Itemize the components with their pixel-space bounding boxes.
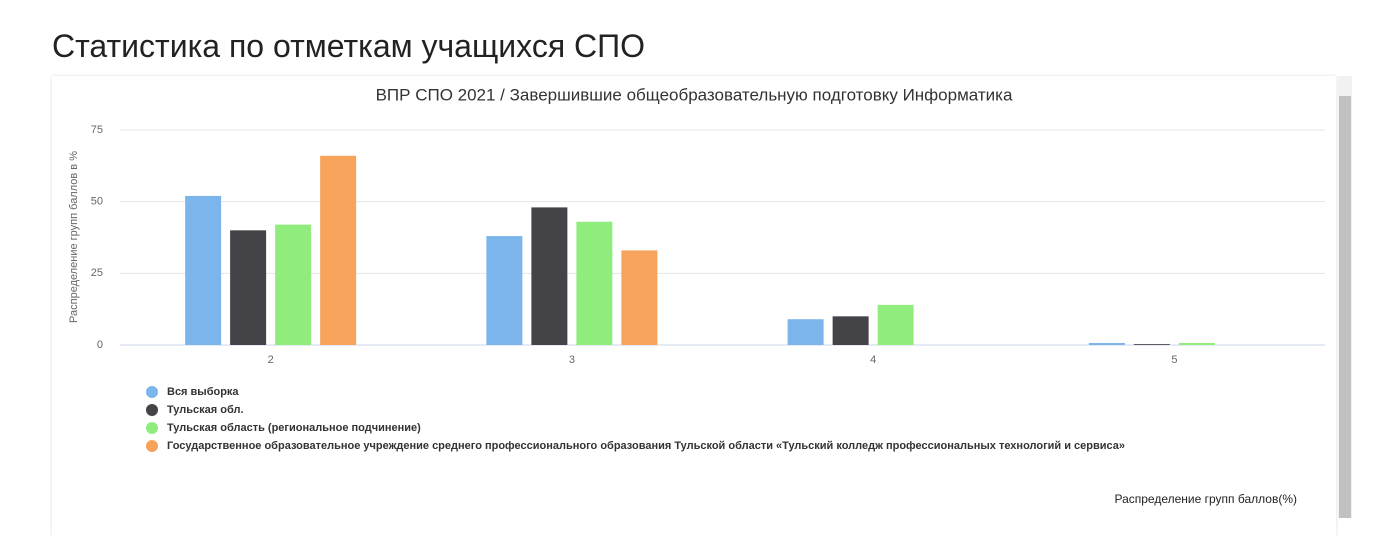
bar <box>1133 344 1170 345</box>
bar <box>832 316 869 345</box>
x-tick-label: 3 <box>569 354 575 366</box>
bar <box>275 224 312 345</box>
y-tick-label: 75 <box>91 124 103 136</box>
legend-label: Тульская обл. <box>167 404 244 416</box>
page: Статистика по отметкам учащихся СПО ВПР … <box>52 28 1352 518</box>
legend-marker <box>146 422 158 434</box>
page-heading: Статистика по отметкам учащихся СПО <box>52 28 646 64</box>
chart-title: ВПР СПО 2021 / Завершившие общеобразоват… <box>376 85 1013 104</box>
x-tick-label: 4 <box>870 354 876 366</box>
bar <box>320 155 357 345</box>
bar <box>230 230 267 345</box>
bar <box>185 195 222 345</box>
bar <box>1178 342 1215 345</box>
bar <box>787 319 824 345</box>
bar <box>486 236 523 345</box>
y-tick-label: 50 <box>91 196 103 208</box>
y-tick-label: 25 <box>91 267 103 279</box>
y-tick-label: 0 <box>97 339 103 351</box>
x-tick-label: 5 <box>1171 354 1177 366</box>
legend-marker <box>146 440 158 452</box>
bar <box>531 207 568 345</box>
y-axis-label: Распределение групп баллов в % <box>68 151 80 323</box>
legend-marker <box>146 404 158 416</box>
scrollbar-thumb[interactable] <box>1339 96 1351 518</box>
bar <box>576 221 613 345</box>
bar <box>877 304 914 345</box>
legend-label: Вся выборка <box>167 386 239 398</box>
bar <box>1088 342 1125 345</box>
x-tick-label: 2 <box>268 354 274 366</box>
chart: ВПР СПО 2021 / Завершившие общеобразоват… <box>68 85 1325 506</box>
x-axis-label: Распределение групп баллов(%) <box>1114 492 1297 506</box>
bar <box>621 250 658 345</box>
legend-marker <box>146 386 158 398</box>
legend-label: Государственное образовательное учрежден… <box>167 440 1125 452</box>
legend-label: Тульская область (региональное подчинени… <box>167 422 421 434</box>
